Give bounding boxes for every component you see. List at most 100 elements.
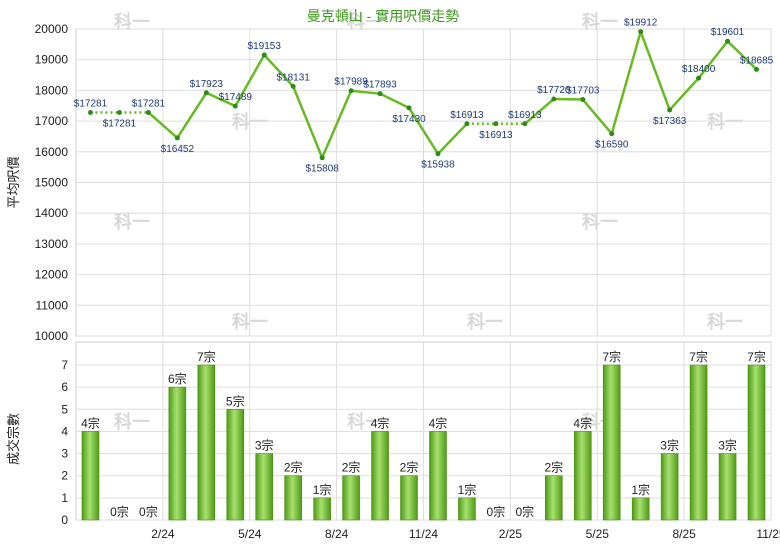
y-tick-label: 13000 (35, 237, 69, 251)
data-label: $17720 (537, 85, 571, 96)
line-segment (726, 40, 758, 71)
y-tick-label: 2 (61, 469, 68, 483)
line-segment (581, 98, 613, 135)
data-label: $16913 (450, 110, 484, 121)
bar (545, 475, 563, 521)
y-tick-label: 15000 (35, 176, 69, 190)
y-tick-label: 14000 (35, 206, 69, 220)
y-tick-label: 6 (61, 380, 68, 394)
data-label: $17703 (566, 86, 600, 97)
bar (284, 475, 302, 521)
data-label: $17430 (392, 114, 426, 125)
data-point (145, 109, 151, 115)
data-label: $17923 (190, 79, 224, 90)
line-segment (263, 54, 295, 88)
data-label: $16913 (479, 130, 513, 141)
x-tick-label: 2/24 (151, 527, 175, 541)
data-label: $18685 (740, 55, 774, 66)
x-tick-label: 8/25 (672, 527, 696, 541)
data-point (522, 121, 528, 127)
bar-label: 3宗 (718, 438, 737, 453)
x-tick-label: 5/25 (586, 527, 610, 541)
bar (226, 408, 245, 521)
data-label: $18131 (277, 72, 311, 83)
bar (371, 431, 389, 521)
y-tick-label: 11000 (36, 298, 69, 312)
line-segment (234, 54, 266, 107)
bar-label: 0宗 (487, 504, 506, 519)
data-point (116, 109, 122, 115)
data-label: $17281 (74, 98, 108, 109)
data-point (580, 97, 586, 103)
bar (168, 386, 187, 521)
data-label: $17363 (653, 116, 687, 127)
y-tick-label: 1 (61, 491, 68, 505)
line-segment (437, 122, 468, 155)
line-segment (668, 77, 700, 111)
bar (429, 431, 447, 521)
data-point (319, 155, 325, 161)
data-point (638, 29, 644, 35)
x-tick-label: 5/24 (238, 527, 262, 541)
y-tick-label: 12000 (35, 268, 69, 282)
data-point (725, 38, 731, 44)
bar-label: 4宗 (573, 415, 592, 430)
line-segment (205, 91, 236, 108)
bar-label: 4宗 (81, 415, 100, 430)
data-point (435, 151, 441, 157)
chart-title: 曼克頓山 - 實用呎價走勢 (307, 8, 459, 24)
y-tick-label: 17000 (35, 114, 69, 128)
data-point (348, 88, 354, 94)
bar-label: 0宗 (516, 504, 535, 519)
line-segment (524, 98, 555, 125)
bar-label: 7宗 (689, 349, 708, 364)
y-tick-label: 3 (61, 447, 68, 461)
volume-bar-chart: 0 1 2 3 4 5 6 7 2/24 5/24 8/24 11/24 2/25 5/25 8/25 11/… (6, 341, 780, 541)
line-segment (610, 31, 642, 135)
y-tick-label: 5 (61, 402, 68, 416)
data-point (290, 83, 296, 89)
x-tick-label: 2/25 (499, 527, 523, 541)
bar-label: 2宗 (284, 460, 303, 475)
data-label: $15808 (305, 164, 339, 175)
watermark-text: 科一 (114, 411, 150, 432)
watermark-text: 科一 (707, 311, 743, 332)
watermark-text: 科一 (467, 311, 503, 332)
data-point (261, 52, 267, 58)
bar-label: 7宗 (747, 349, 766, 364)
y-tick-label: 0 (61, 513, 68, 527)
bar-label: 0宗 (139, 504, 158, 519)
line-segment (697, 40, 729, 79)
line-segment (320, 90, 353, 159)
data-point (667, 107, 673, 113)
line-segment (292, 85, 324, 159)
line-segment (553, 97, 583, 101)
y-tick-label: 18000 (35, 83, 69, 97)
watermark-text: 科一 (347, 11, 383, 32)
data-point (464, 121, 470, 127)
bar-label: 4宗 (429, 415, 448, 430)
bar (660, 453, 679, 521)
data-point (493, 121, 499, 127)
watermark-text: 科一 (582, 211, 618, 232)
line-segment (407, 107, 440, 155)
data-label: $17893 (363, 80, 397, 91)
y-tick-label: 10000 (35, 329, 69, 343)
bar (81, 431, 100, 521)
bar (689, 364, 708, 521)
data-label: $19153 (248, 41, 282, 52)
bar-label: 2宗 (342, 460, 361, 475)
bar (255, 453, 274, 521)
bar-label: 2宗 (544, 460, 563, 475)
bar (342, 475, 360, 521)
bar-label: 6宗 (168, 371, 187, 386)
bar (718, 453, 737, 521)
bar-label: 3宗 (660, 438, 679, 453)
y-tick-label: 7 (61, 358, 68, 372)
x-tick-label: 11/24 (409, 527, 438, 541)
x-tick-label: 11/25 (756, 527, 780, 541)
data-label: $15938 (421, 160, 455, 171)
data-label: $16913 (508, 110, 542, 121)
bar (631, 497, 650, 521)
